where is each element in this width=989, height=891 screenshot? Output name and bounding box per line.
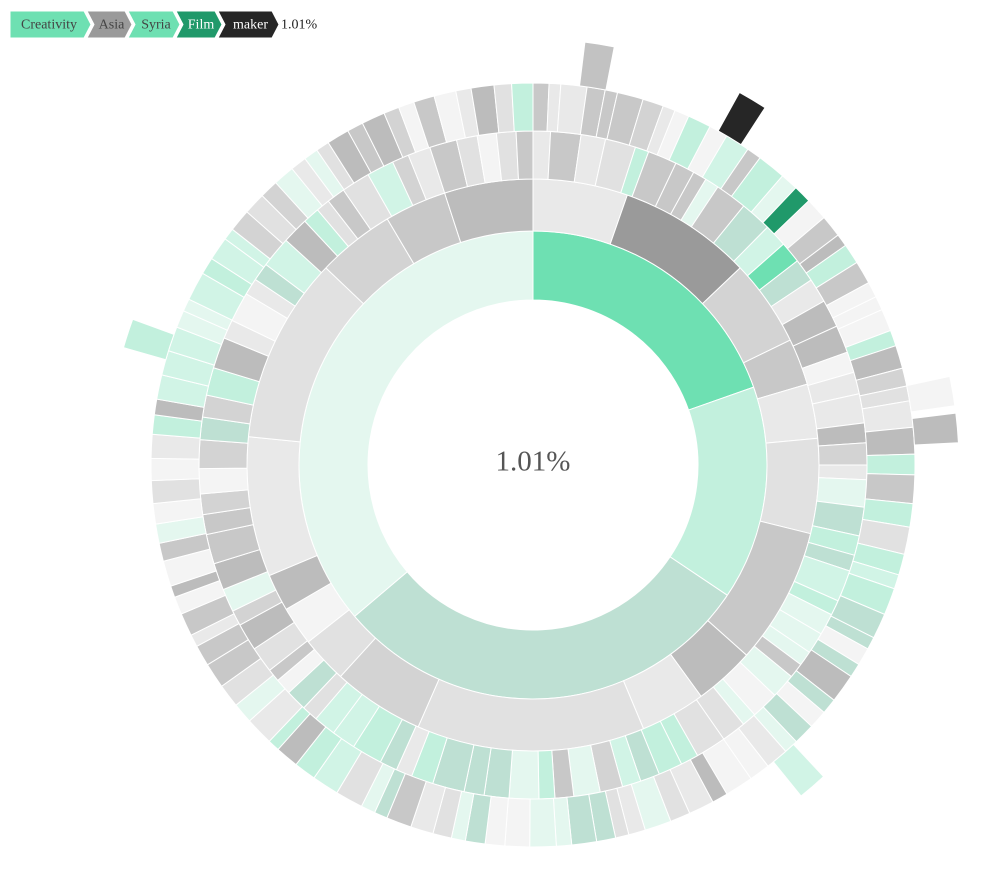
- ring-5-segment[interactable]: [906, 375, 956, 413]
- ring-3-segment[interactable]: [515, 130, 534, 180]
- sunburst-rings: [122, 41, 959, 848]
- ring-3-segment[interactable]: [198, 439, 249, 470]
- breadcrumb-label: Film: [188, 18, 215, 33]
- breadcrumb-label: maker: [233, 18, 268, 33]
- breadcrumb-item-asia[interactable]: Asia: [86, 11, 133, 38]
- breadcrumb-item-maker[interactable]: maker: [217, 11, 280, 38]
- ring-4-segment[interactable]: [150, 478, 202, 505]
- ring-4-segment[interactable]: [504, 797, 531, 848]
- breadcrumb-item-syria[interactable]: Syria: [127, 11, 181, 38]
- ring-3-segment[interactable]: [537, 749, 556, 800]
- breadcrumb-label: Creativity: [21, 18, 77, 33]
- ring-2-segment[interactable]: [759, 437, 820, 535]
- center-percentage: 1.01%: [496, 446, 571, 478]
- ring-5-segment[interactable]: [578, 41, 615, 91]
- breadcrumb-label: Asia: [99, 18, 125, 33]
- ring-3-segment[interactable]: [198, 467, 249, 495]
- breadcrumb: Creativity Asia Syria Film maker 1.01%: [10, 11, 318, 38]
- ring-4-segment[interactable]: [529, 797, 557, 848]
- breadcrumb-label: Syria: [141, 18, 171, 33]
- breadcrumb-item-film[interactable]: Film: [175, 11, 223, 38]
- breadcrumb-item-creativity[interactable]: Creativity: [10, 11, 92, 38]
- ring-4-segment[interactable]: [150, 457, 200, 482]
- breadcrumb-percentage: 1.01%: [281, 18, 318, 33]
- ring-4-segment[interactable]: [864, 426, 916, 457]
- ring-3-segment[interactable]: [508, 749, 540, 800]
- ring-3-segment[interactable]: [817, 442, 868, 466]
- ring-5-segment[interactable]: [122, 318, 175, 361]
- ring-4-segment[interactable]: [866, 453, 916, 476]
- ring-5-segment[interactable]: [772, 743, 825, 797]
- ring-4-segment[interactable]: [532, 82, 550, 132]
- ring-5-segment-selected[interactable]: [717, 91, 766, 146]
- ring-4-segment[interactable]: [511, 82, 534, 133]
- ring-5-segment[interactable]: [911, 412, 959, 446]
